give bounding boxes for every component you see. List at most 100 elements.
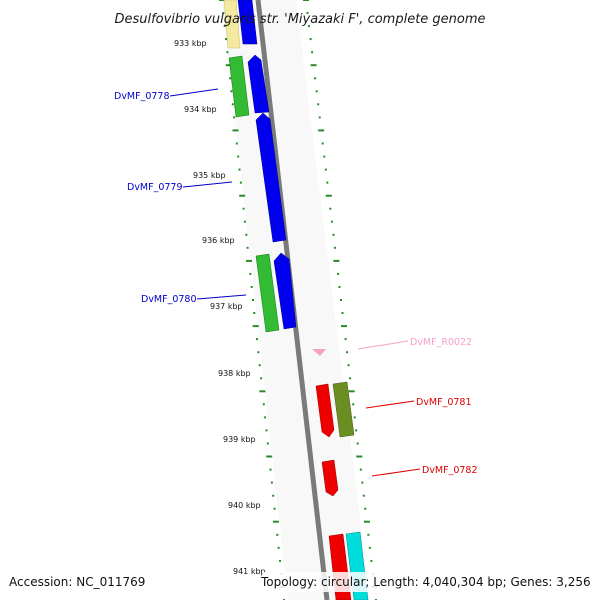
gc-dot bbox=[314, 77, 317, 80]
gc-dot bbox=[311, 51, 314, 54]
gene-labels: DvMF_0778 DvMF_0779 DvMF_0780 DvMF_R0022… bbox=[114, 91, 478, 476]
ruler-dot bbox=[276, 533, 279, 536]
ruler-dot bbox=[266, 455, 273, 458]
ruler-dot bbox=[223, 25, 226, 28]
ruler-dot bbox=[245, 233, 248, 236]
ruler-dot bbox=[233, 116, 236, 119]
ruler-dot bbox=[231, 103, 234, 106]
gc-dot bbox=[315, 90, 318, 93]
gc-dot bbox=[349, 377, 352, 380]
gc-dot bbox=[323, 155, 326, 158]
ruler-dot bbox=[273, 507, 276, 510]
gc-block-green[interactable] bbox=[228, 55, 250, 118]
ruler-dot bbox=[264, 416, 267, 419]
ruler-dot bbox=[277, 546, 280, 549]
gc-dot bbox=[346, 351, 349, 354]
ruler-dot bbox=[265, 429, 268, 432]
gc-dot bbox=[324, 168, 327, 171]
gc-dot bbox=[348, 390, 355, 393]
gene-label-dvmf-r0022[interactable]: DvMF_R0022 bbox=[410, 337, 472, 348]
gene-label-dvmf-0780[interactable]: DvMF_0780 bbox=[141, 294, 197, 305]
track-band bbox=[222, 0, 370, 600]
gene-feature-blue-top[interactable] bbox=[237, 0, 258, 45]
gc-dot bbox=[370, 559, 373, 562]
leader-dvmf-0778 bbox=[169, 88, 219, 97]
ruler-dot bbox=[250, 286, 253, 288]
tick-label: 936 kbp bbox=[202, 236, 235, 245]
leader-dvmf-0780 bbox=[196, 294, 247, 300]
ruler-dot bbox=[252, 299, 254, 301]
gc-dot bbox=[362, 494, 365, 497]
tick-label: 937 kbp bbox=[210, 302, 243, 311]
gc-dot bbox=[338, 286, 341, 288]
footer-topology-bg bbox=[262, 572, 592, 592]
gene-dvmf-0781[interactable] bbox=[315, 383, 335, 438]
gc-dot bbox=[359, 468, 362, 471]
ruler-dot bbox=[246, 246, 249, 249]
ruler-dot bbox=[230, 90, 233, 93]
ruler-dot bbox=[279, 559, 281, 562]
gc-dot bbox=[356, 455, 363, 458]
gc-dot bbox=[326, 181, 329, 184]
ruler-dot bbox=[269, 468, 272, 471]
ruler-dot bbox=[249, 272, 252, 275]
gc-dot bbox=[337, 272, 339, 275]
ruler-dot bbox=[226, 51, 229, 54]
gene-label-dvmf-0778[interactable]: DvMF_0778 bbox=[114, 91, 170, 102]
gene-label-dvmf-0782[interactable]: DvMF_0782 bbox=[422, 465, 478, 476]
tick-label: 938 kbp bbox=[218, 369, 251, 378]
gc-dot bbox=[353, 416, 356, 419]
gene-dvmf-0778[interactable] bbox=[247, 54, 270, 114]
ruler-dot bbox=[257, 351, 260, 354]
ruler-dot bbox=[266, 442, 269, 445]
ruler-dot bbox=[262, 403, 265, 406]
gc-dot bbox=[363, 520, 370, 523]
gene-dvmf-0780[interactable] bbox=[273, 252, 297, 330]
gc-dot bbox=[355, 429, 358, 432]
leader-dvmf-r0022 bbox=[357, 340, 409, 350]
ruler-dot bbox=[232, 129, 239, 132]
tick-label: 939 kbp bbox=[223, 435, 256, 444]
ruler-dot bbox=[252, 325, 259, 328]
gene-dvmf-0779[interactable] bbox=[255, 112, 287, 243]
ruler-dot bbox=[246, 259, 252, 262]
gc-dot bbox=[329, 207, 332, 210]
ruler-dot bbox=[237, 155, 240, 158]
map-title: Desulfovibrio vulgaris str. 'Miyazaki F'… bbox=[114, 12, 485, 27]
gc-dot bbox=[333, 259, 340, 262]
ruler-dot bbox=[258, 364, 261, 367]
gc-dot bbox=[361, 481, 364, 484]
ruler-dot bbox=[243, 220, 246, 223]
ruler-dot bbox=[239, 194, 246, 197]
gene-dvmf-r0022[interactable] bbox=[312, 349, 326, 356]
gene-label-dvmf-0781[interactable]: DvMF_0781 bbox=[416, 397, 472, 408]
gene-label-dvmf-0779[interactable]: DvMF_0779 bbox=[127, 182, 183, 193]
gc-dot bbox=[341, 325, 347, 328]
gc-dot bbox=[341, 312, 344, 314]
gene-feature-yellow[interactable] bbox=[223, 0, 241, 49]
tick-label: 941 kbp bbox=[233, 567, 266, 576]
ruler-dot bbox=[260, 377, 263, 380]
gc-dot bbox=[308, 25, 310, 28]
ruler-dot bbox=[222, 12, 225, 14]
gc-dot bbox=[309, 38, 312, 41]
ruler-dot bbox=[225, 38, 227, 41]
gc-dot bbox=[368, 546, 371, 549]
ruler-dot bbox=[235, 142, 238, 145]
tick-label: 933 kbp bbox=[174, 39, 207, 48]
gc-dot bbox=[344, 338, 347, 341]
leader-dvmf-0782 bbox=[371, 468, 421, 477]
gc-block-olive[interactable] bbox=[332, 381, 355, 438]
gc-block-green-2[interactable] bbox=[255, 253, 280, 333]
gene-dvmf-0782[interactable] bbox=[321, 459, 339, 497]
gc-dot bbox=[317, 103, 320, 106]
ruler-dot bbox=[219, 0, 225, 1]
gc-dot bbox=[306, 12, 309, 14]
gc-dot bbox=[364, 507, 367, 510]
gc-dot bbox=[318, 116, 321, 119]
tick-label: 934 kbp bbox=[184, 105, 217, 114]
tick-label: 935 kbp bbox=[193, 171, 226, 180]
gc-dot bbox=[356, 442, 359, 445]
ruler-dot bbox=[270, 481, 273, 484]
